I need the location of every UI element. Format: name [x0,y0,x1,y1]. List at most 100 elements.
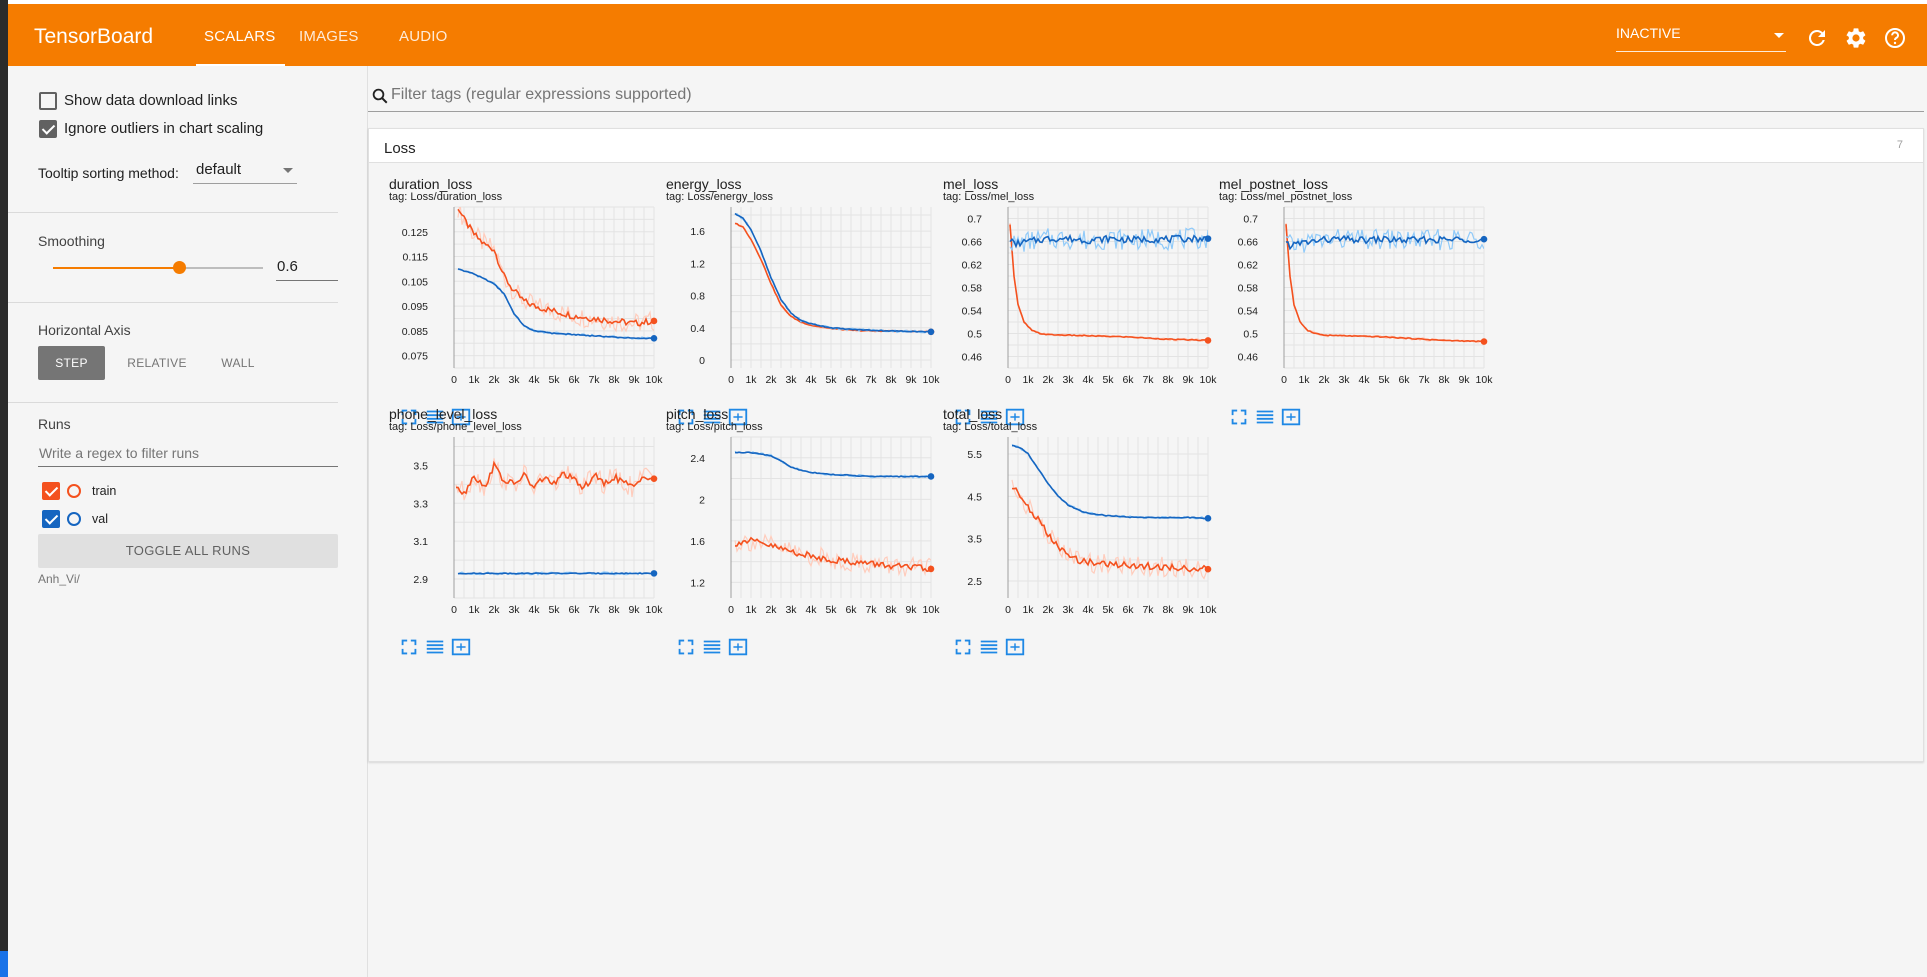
fullscreen-icon[interactable] [398,406,420,428]
chevron-down-icon [1774,33,1784,38]
x-tick-label: 10k [646,604,664,616]
x-tick-label: 9k [628,604,640,616]
x-tick-label: 1k [1022,604,1034,616]
smoothing-slider[interactable] [53,261,263,274]
y-tick-label: 0.58 [1238,283,1259,295]
y-tick-label: 1.6 [690,536,705,548]
fullscreen-icon[interactable] [952,636,974,658]
ignore-outliers-checkbox[interactable] [39,120,57,138]
fullscreen-icon[interactable] [952,406,974,428]
x-tick-label: 7k [588,604,600,616]
y-tick-label: 2.4 [690,453,705,465]
series-train-end-point [1204,565,1212,573]
x-tick-label: 6k [1122,374,1134,386]
smoothing-slider-knob[interactable] [173,261,186,274]
tag-filter-input[interactable]: Filter tags (regular expressions support… [368,84,1924,112]
x-tick-label: 0 [728,604,734,616]
x-tick-label: 1k [745,604,757,616]
fit-domain-icon[interactable] [727,406,749,428]
y-tick-label: 0.075 [402,351,428,363]
series-train-line [1285,224,1484,343]
tag-group-header[interactable]: Loss 7 [369,129,1923,163]
chart-plot[interactable]: 0 1k 2k 3k 4k 5k 6k 7k 8k 9k 10k 2.9 3.1 3.3 3.5 [384,433,674,633]
tab-images[interactable]: IMAGES [299,28,359,45]
toggle-log-scale-icon[interactable] [701,636,723,658]
chart-plot[interactable]: 0 1k 2k 3k 4k 5k 6k 7k 8k 9k 10k 0.46 0.5 0.54 0.58 0.6… [1214,203,1504,403]
toggle-log-scale-icon[interactable] [1254,406,1276,428]
x-tick-label: 10k [923,604,941,616]
x-tick-label: 8k [1162,374,1174,386]
x-tick-label: 5k [825,604,837,616]
chart-plot[interactable]: 0 1k 2k 3k 4k 5k 6k 7k 8k 9k 10k 0.075 0.085 0.095 0.1… [384,203,674,403]
chart-tag: tag: Loss/mel_loss [943,191,1035,203]
run-val-label: val [92,512,108,526]
toggle-log-scale-icon[interactable] [701,406,723,428]
settings-icon[interactable] [1844,26,1868,50]
run-val-checkbox[interactable] [42,510,60,528]
fit-domain-icon[interactable] [1004,406,1026,428]
tab-audio[interactable]: AUDIO [399,28,448,45]
divider [8,402,338,403]
runs-label: Runs [38,416,71,432]
fullscreen-icon[interactable] [675,636,697,658]
x-tick-label: 2k [1042,604,1054,616]
axis-step-button[interactable]: STEP [38,346,105,380]
x-tick-label: 4k [805,374,817,386]
axis-wall-button[interactable]: WALL [221,356,255,370]
run-filter-input[interactable]: Write a regex to filter runs [38,441,338,467]
refresh-icon[interactable] [1805,26,1829,50]
fullscreen-icon[interactable] [1228,406,1250,428]
log-dir-label: Anh_Vi/ [38,572,80,586]
tag-group-count: 7 [1896,139,1903,151]
y-tick-label: 2.9 [413,574,428,586]
axis-relative-button[interactable]: RELATIVE [127,356,187,370]
chart-plot[interactable]: 0 1k 2k 3k 4k 5k 6k 7k 8k 9k 10k 0 0.4 0.8 1.2 1.6 [661,203,951,403]
fullscreen-icon[interactable] [675,406,697,428]
horizontal-axis-label: Horizontal Axis [38,322,131,338]
x-tick-label: 4k [1082,604,1094,616]
y-tick-label: 0.105 [402,276,428,288]
x-tick-label: 3k [508,604,520,616]
smoothing-slider-fill [53,267,179,269]
fit-domain-icon[interactable] [727,636,749,658]
fit-domain-icon[interactable] [450,636,472,658]
chart-plot[interactable]: 0 1k 2k 3k 4k 5k 6k 7k 8k 9k 10k 2.5 3.5 4.5 5.5 [938,433,1228,633]
x-tick-label: 9k [905,604,917,616]
toggle-all-runs-button[interactable]: TOGGLE ALL RUNS [38,534,338,568]
run-train-checkbox[interactable] [42,482,60,500]
x-tick-label: 3k [785,374,797,386]
y-tick-label: 0.58 [962,283,983,295]
inactive-dashboards-select[interactable]: INACTIVE [1616,25,1786,52]
search-icon [372,88,388,104]
fullscreen-icon[interactable] [398,636,420,658]
y-tick-label: 0.46 [1238,352,1259,364]
show-download-links-checkbox[interactable] [39,92,57,110]
toggle-log-scale-icon[interactable] [978,636,1000,658]
tooltip-sort-select[interactable]: default [193,156,297,184]
x-tick-label: 1k [468,374,480,386]
chart-plot[interactable]: 0 1k 2k 3k 4k 5k 6k 7k 8k 9k 10k 1.2 1.6 2 2.4 [661,433,951,633]
x-tick-label: 5k [1102,604,1114,616]
x-tick-label: 10k [923,374,941,386]
toggle-log-scale-icon[interactable] [424,636,446,658]
chart-title: mel_postnet_loss [1219,176,1328,192]
fit-domain-icon[interactable] [1280,406,1302,428]
fit-domain-icon[interactable] [450,406,472,428]
x-tick-label: 0 [1005,604,1011,616]
smoothing-value-input[interactable]: 0.6 [276,255,338,281]
series-val-end-point [927,328,935,336]
series-val-line [1285,234,1484,251]
help-icon[interactable] [1883,26,1907,50]
toggle-log-scale-icon[interactable] [424,406,446,428]
fit-domain-icon[interactable] [1004,636,1026,658]
x-tick-label: 1k [1022,374,1034,386]
run-train-label: train [92,484,117,498]
toggle-log-scale-icon[interactable] [978,406,1000,428]
chart-plot[interactable]: 0 1k 2k 3k 4k 5k 6k 7k 8k 9k 10k 0.46 0.5 0.54 0.58 0.6… [938,203,1228,403]
series-train-line [456,460,654,496]
x-tick-label: 10k [1200,374,1218,386]
series-train-line [734,222,931,333]
series-train-end-point [1204,337,1212,344]
tab-scalars[interactable]: SCALARS [204,28,276,45]
